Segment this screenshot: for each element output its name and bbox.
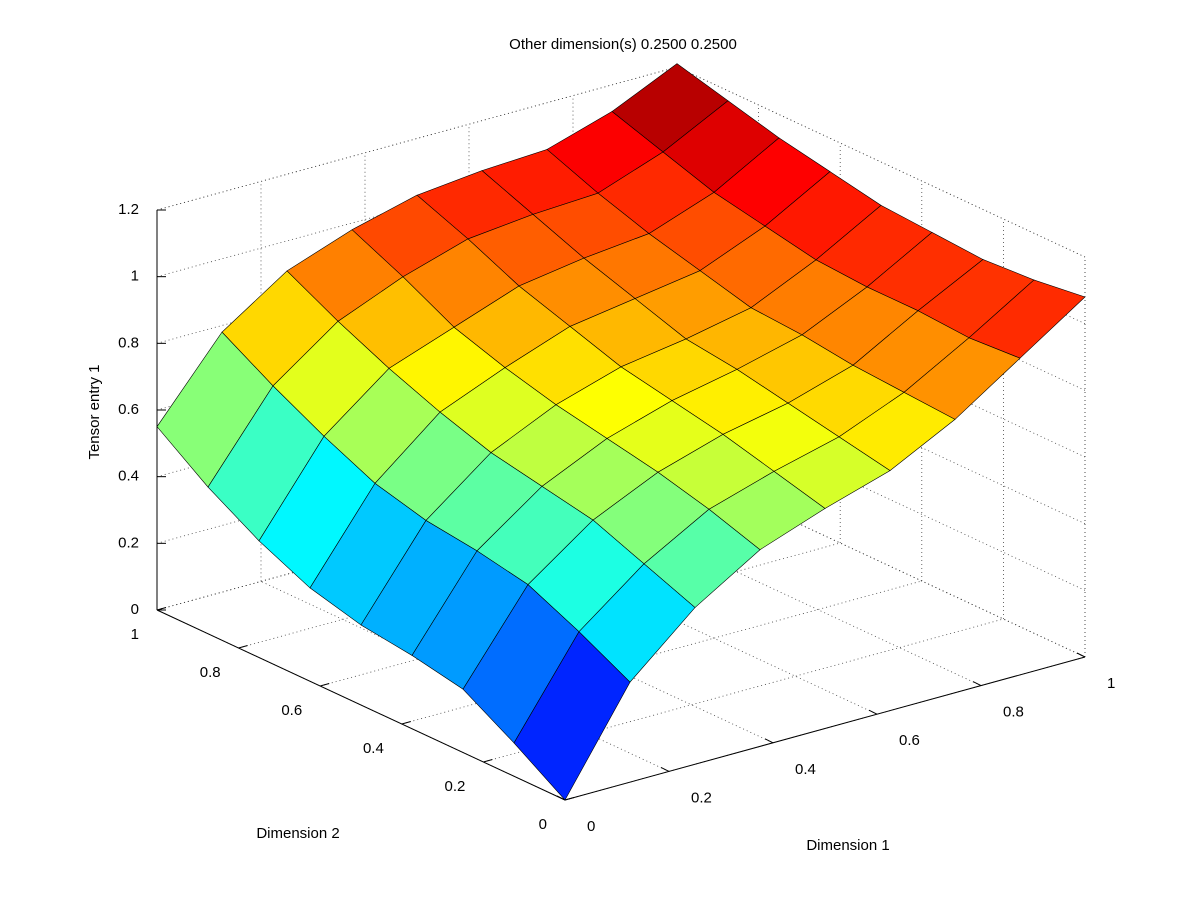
z-axis-label: Tensor entry 1 (86, 364, 103, 459)
y-tick-label: 0.6 (281, 702, 302, 719)
y-tick (401, 721, 411, 725)
chart-title: Other dimension(s) 0.2500 0.2500 (509, 36, 737, 53)
z-tick-label: 0.8 (118, 334, 139, 351)
y-tick-label: 0.8 (200, 664, 221, 681)
y-tick (483, 759, 493, 763)
x-tick-label: 1 (1107, 675, 1115, 692)
x-axis (564, 656, 1086, 801)
z-tick-label: 1 (131, 268, 139, 285)
x-tick (972, 681, 982, 687)
y-tick (564, 797, 575, 801)
y-tick-label: 0.2 (445, 778, 466, 795)
z-tick-label: 0.6 (118, 401, 139, 418)
x-tick-label: 0 (587, 818, 595, 835)
y-axis-label: Dimension 2 (256, 825, 339, 842)
x-tick (660, 766, 670, 772)
y-tick (238, 645, 248, 649)
x-tick-label: 0.2 (691, 789, 712, 806)
y-axis (156, 609, 566, 801)
z-tick-label: 0.2 (118, 534, 139, 551)
surface-patch (513, 631, 631, 801)
z-tick-label: 1.2 (118, 201, 139, 218)
z-tick-label: 0.4 (118, 468, 139, 485)
x-tick (868, 709, 878, 715)
y-tick-label: 0 (539, 816, 547, 833)
y-tick-label: 0.4 (363, 740, 384, 757)
z-tick-label: 0 (131, 601, 139, 618)
y-tick-label: 1 (131, 626, 139, 643)
x-tick (556, 795, 566, 801)
x-tick (1076, 652, 1086, 658)
x-tick-label: 0.6 (899, 732, 920, 749)
x-axis-label: Dimension 1 (806, 837, 889, 854)
x-tick-label: 0.8 (1003, 704, 1024, 721)
y-tick (320, 683, 330, 687)
x-tick (764, 738, 774, 744)
x-tick-label: 0.4 (795, 761, 816, 778)
